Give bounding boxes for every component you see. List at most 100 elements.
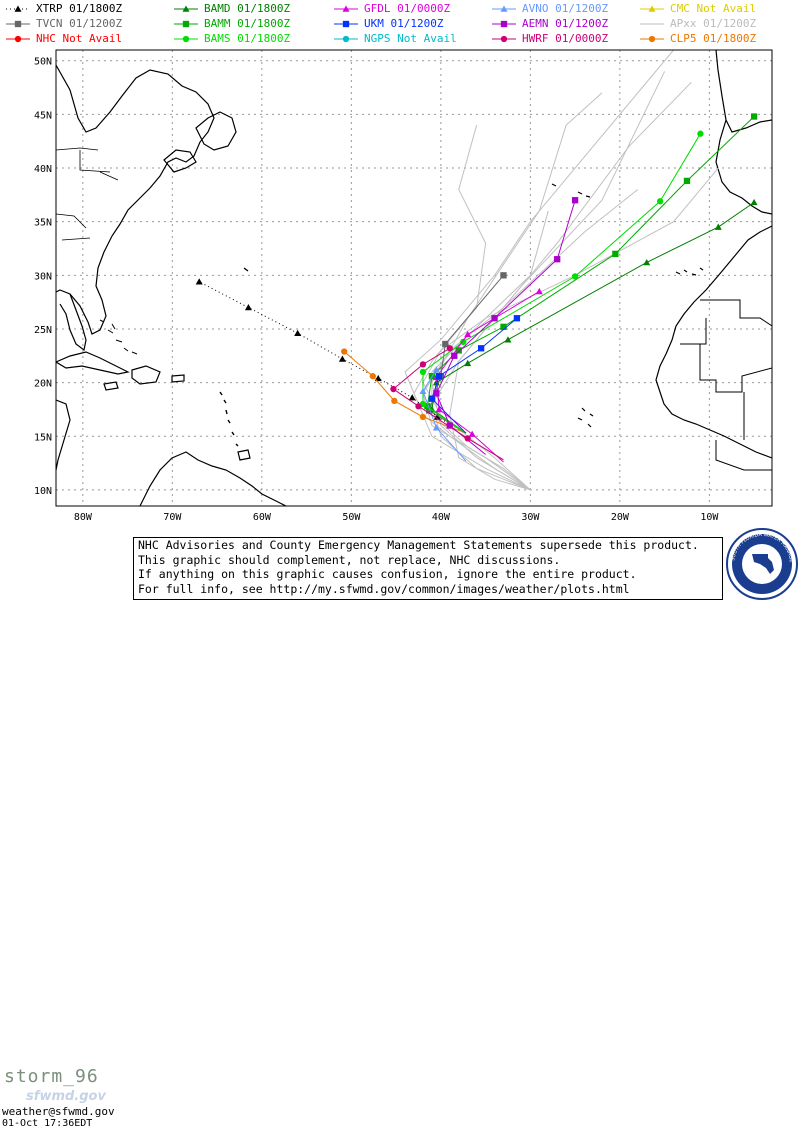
legend-swatch (334, 20, 358, 28)
track-point (571, 273, 579, 280)
legend-label: NGPS Not Avail (364, 32, 457, 45)
sfwmd-logo-text: sfwmd.gov (26, 1089, 106, 1104)
track-point (424, 403, 431, 410)
lon-label: 50W (342, 512, 361, 523)
track-point (446, 422, 453, 429)
track-point (750, 113, 758, 120)
track-line (426, 116, 755, 434)
hispaniola-coast (131, 365, 161, 385)
track-point (391, 397, 398, 405)
north-america-coast (56, 64, 215, 335)
track-point (442, 340, 449, 348)
ensemble-track (413, 124, 531, 491)
bahamas (99, 319, 138, 355)
track-point (244, 304, 252, 311)
track-map: 50N 45N 40N 35N 30N 25N 20N 15N 10N 80W 70W 60W 50W… (34, 49, 773, 523)
central-america-coast (56, 399, 71, 471)
south-america-coast (139, 451, 287, 506)
track-point (446, 345, 453, 352)
azores (551, 183, 591, 198)
legend-label: XTRP 01/1800Z (36, 2, 123, 15)
track-point (426, 407, 433, 414)
latitude-labels: 50N 45N 40N 35N 30N 25N 20N 15N 10N (34, 57, 52, 497)
model-tracks (195, 113, 758, 463)
legend-swatch (492, 20, 516, 28)
ensemble-track (431, 167, 719, 491)
lat-label: 40N (34, 164, 52, 175)
track-point (182, 5, 190, 12)
track-avno (419, 366, 467, 462)
track-point (468, 430, 476, 437)
storm-name: storm_96 (4, 1066, 99, 1087)
track-xtrp (195, 278, 467, 434)
bermuda (243, 267, 249, 272)
track-point (571, 197, 579, 204)
track-point (656, 198, 664, 205)
legend-label: UKM 01/1200Z (364, 17, 444, 30)
branding: storm_96 sfwmd.gov weather@sfwmd.gov 01-… (0, 532, 132, 1129)
legend-swatch (334, 5, 358, 12)
track-point (415, 403, 422, 410)
disclaimer-line: If anything on this graphic causes confu… (138, 567, 637, 581)
track-point (182, 20, 190, 28)
track-point (643, 258, 651, 266)
lon-label: 70W (163, 512, 182, 523)
lat-label: 45N (34, 110, 52, 121)
track-clp5 (341, 348, 467, 434)
track-point (500, 272, 507, 279)
track-point (554, 256, 561, 263)
legend: XTRP 01/1800Z TVCN 01/1200Z NHC Not Avail B… (0, 0, 800, 48)
map-background (56, 50, 772, 506)
puerto-rico-coast (171, 374, 185, 383)
lesser-antilles (219, 391, 239, 447)
track-point (419, 413, 427, 421)
track-point (428, 395, 436, 402)
legend-label: BAMS 01/1800Z (204, 32, 291, 45)
lon-label: 20W (611, 512, 630, 523)
track-hwrf (390, 345, 504, 461)
lat-label: 35N (34, 218, 52, 229)
jamaica-coast (103, 381, 119, 391)
canary-islands (675, 267, 704, 276)
legend-swatch (640, 35, 664, 43)
map-frame (55, 49, 773, 507)
legend-swatch (174, 35, 198, 43)
disclaimer-line: This graphic should complement, not repl… (138, 552, 561, 567)
track-point (464, 330, 472, 338)
track-point (477, 345, 485, 352)
track-point (648, 35, 656, 43)
track-point (374, 374, 382, 382)
legend-swatch (6, 20, 30, 28)
track-point (464, 435, 471, 442)
legend-swatch (174, 20, 198, 28)
track-point (369, 373, 376, 380)
track-point (408, 394, 416, 401)
legend-swatch (6, 5, 30, 12)
legend-label: TVCN 01/1200Z (36, 17, 123, 30)
track-point (612, 250, 619, 258)
legend-label: APxx 01/1200Z (670, 17, 757, 30)
track-point (338, 355, 346, 362)
lat-label: 50N (34, 57, 52, 68)
track-point (14, 5, 22, 12)
track-bams (419, 130, 704, 434)
legend-label: CMC Not Avail (670, 2, 757, 15)
track-point (342, 20, 350, 28)
disclaimer-link-line[interactable]: For full info, see http://my.sfwmd.gov/c… (138, 581, 630, 596)
newfoundland-coast (195, 111, 237, 151)
track-point (432, 424, 440, 431)
ensemble-track (449, 189, 639, 491)
nova-scotia-coast (163, 149, 197, 173)
lat-label: 10N (34, 486, 52, 497)
disclaimer-box: NHC Advisories and County Emergency Mana… (133, 537, 723, 600)
africa-borders (680, 299, 772, 471)
track-point (504, 336, 512, 343)
track-point (500, 20, 508, 28)
legend-swatch (640, 23, 664, 25)
track-aemn (433, 197, 579, 455)
track-point (455, 347, 462, 354)
lon-label: 40W (432, 512, 451, 523)
ensemble-track (431, 71, 666, 491)
track-point (342, 5, 350, 12)
track-point (14, 35, 22, 43)
